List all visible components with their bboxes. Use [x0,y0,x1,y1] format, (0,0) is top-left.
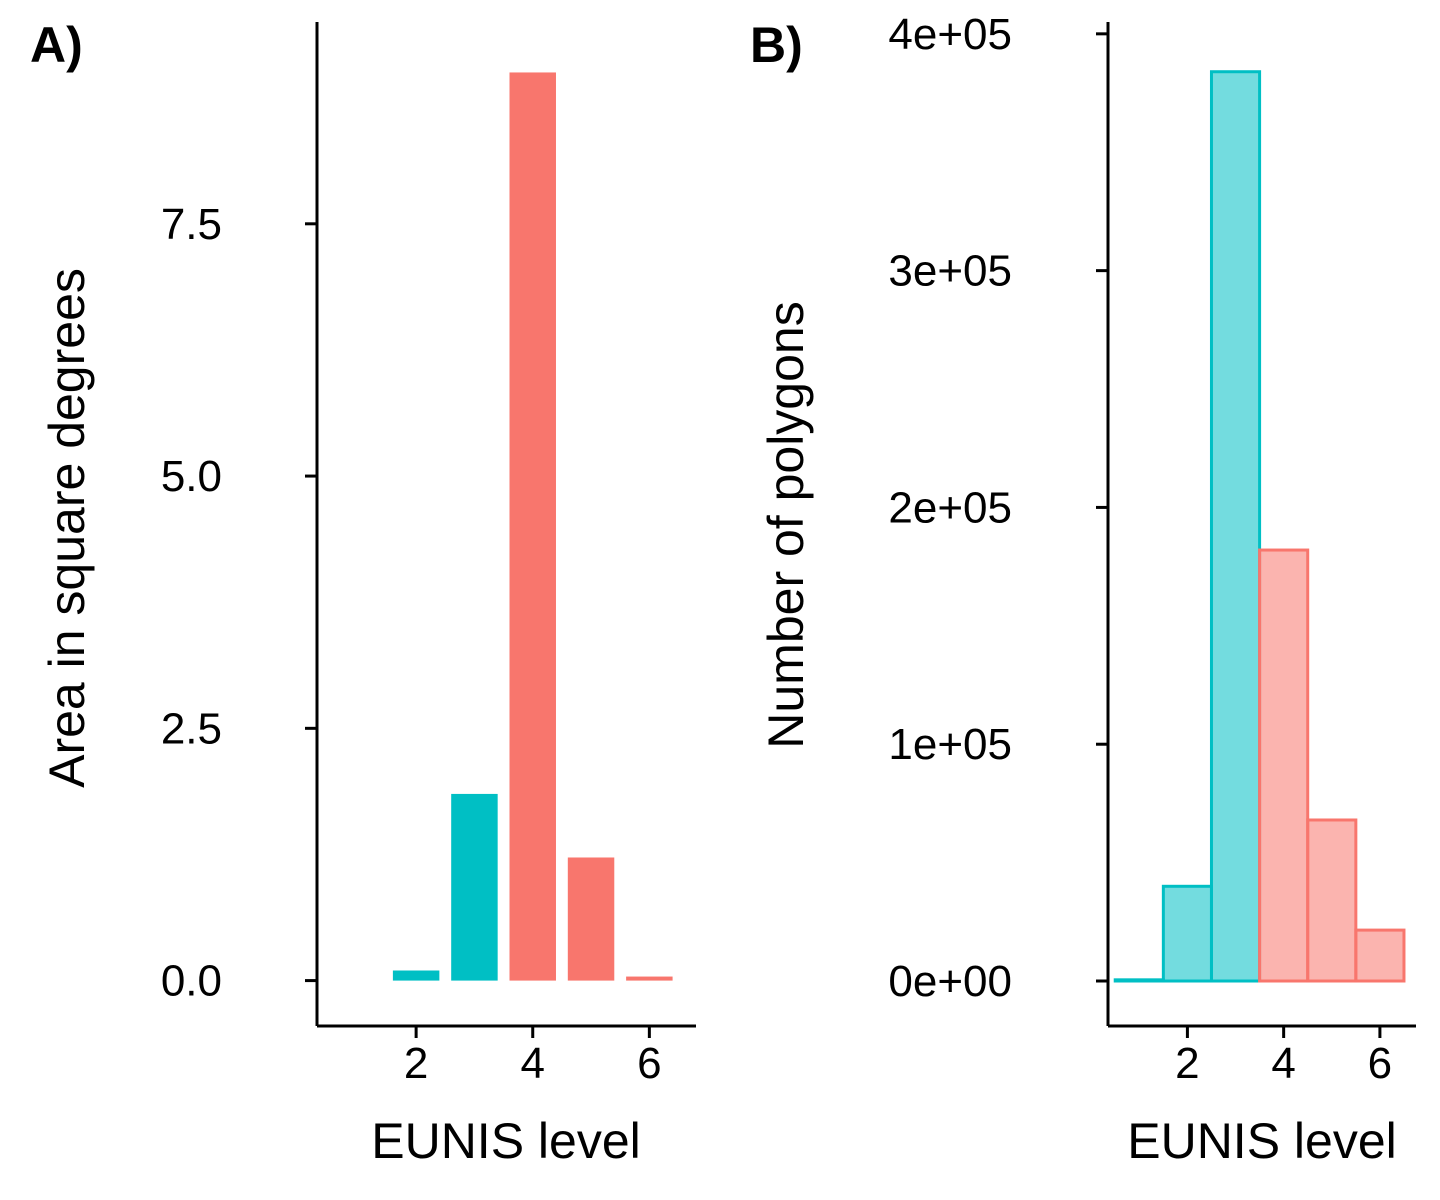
panel-b-x-tick-label: 2 [1175,1039,1199,1088]
panel-a-bar-1 [392,970,440,981]
panel-a-x-tick-label: 2 [404,1039,428,1088]
panel-b: B) Number of polygons EUNIS level 0e+00 1… [750,10,1416,1169]
panel-a-y-tick-label: 5.0 [161,452,222,501]
panel-a-bar-3 [509,72,556,981]
panel-a-bars [392,72,673,981]
panel-a-bar-4 [567,857,615,981]
panel-b-x-tick-label: 6 [1368,1039,1392,1088]
panel-b-axes: 0e+00 1e+05 2e+05 3e+05 4e+05 2 4 6 [888,10,1416,1088]
panel-a-y-tick-label: 2.5 [161,704,222,753]
panel-a: A) Area in square degrees EUNIS level 0.… [30,17,696,1169]
panel-a-axes: 0.0 2.5 5.0 7.5 2 4 6 [161,22,696,1088]
panel-b-label: B) [750,17,803,73]
panel-b-bar-6 [1354,928,1406,983]
panel-b-bars [1113,70,1406,983]
panel-a-bar-2 [451,793,498,981]
panel-a-bar-5 [626,976,673,981]
panel-b-y-tick-label: 3e+05 [888,247,1012,296]
panel-b-bar-2 [1161,884,1213,983]
panel-b-xlabel: EUNIS level [1127,1113,1397,1169]
panel-b-y-tick-label: 2e+05 [888,483,1012,532]
panel-b-bar-4 [1258,548,1310,983]
panel-b-bar-1 [1113,978,1165,983]
panel-b-x-tick-label: 4 [1271,1039,1295,1088]
panel-a-y-tick-label: 0.0 [161,957,222,1006]
panel-a-x-tick-label: 4 [520,1039,544,1088]
panel-b-y-tick-label: 1e+05 [888,720,1012,769]
panel-a-label: A) [30,17,83,73]
panel-b-y-tick-label: 0e+00 [888,957,1012,1006]
panel-b-bar-5 [1306,818,1358,983]
panel-a-y-tick-label: 7.5 [161,200,222,249]
panel-a-ylabel: Area in square degrees [39,268,95,788]
panel-a-x-tick-label: 6 [637,1039,661,1088]
panel-b-ylabel: Number of polygons [758,301,814,748]
panel-a-xlabel: EUNIS level [371,1113,641,1169]
panel-b-y-tick-label: 4e+05 [888,10,1012,59]
panel-b-bar-3 [1209,70,1262,983]
